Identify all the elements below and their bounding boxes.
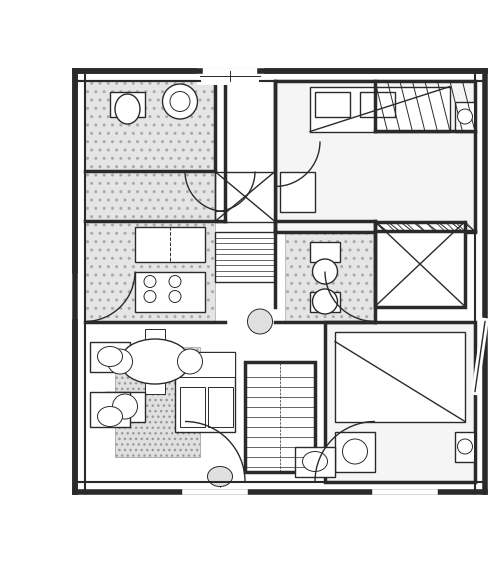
Bar	[215, 172, 275, 221]
Ellipse shape	[208, 467, 233, 486]
Ellipse shape	[115, 94, 140, 124]
Bar	[375, 221, 465, 306]
Bar	[455, 101, 475, 132]
Bar	[145, 329, 165, 344]
Bar	[208, 387, 233, 427]
Bar	[112, 351, 128, 372]
Circle shape	[169, 291, 181, 302]
Bar	[360, 92, 395, 117]
Bar	[90, 391, 130, 427]
Circle shape	[144, 275, 156, 288]
Circle shape	[312, 289, 338, 314]
Bar	[105, 391, 145, 422]
Bar	[325, 321, 475, 481]
Bar	[295, 446, 335, 476]
Bar	[335, 332, 465, 422]
Bar	[115, 346, 200, 457]
Bar	[145, 379, 165, 394]
Bar	[455, 431, 475, 462]
Circle shape	[108, 349, 132, 374]
Circle shape	[112, 394, 138, 419]
Ellipse shape	[98, 346, 122, 367]
Circle shape	[458, 109, 472, 124]
Circle shape	[458, 439, 472, 454]
Bar	[110, 92, 145, 117]
Bar	[135, 226, 205, 261]
Circle shape	[162, 84, 198, 119]
Bar	[310, 87, 450, 132]
Bar	[215, 231, 275, 282]
Bar	[175, 351, 235, 377]
Ellipse shape	[120, 339, 190, 384]
Bar	[375, 221, 465, 306]
Bar	[285, 221, 375, 321]
Bar	[85, 82, 215, 172]
Bar	[315, 92, 350, 117]
Bar	[175, 351, 235, 431]
Circle shape	[170, 92, 190, 111]
Bar	[335, 431, 375, 471]
Ellipse shape	[342, 439, 367, 464]
Bar	[90, 342, 130, 372]
Bar	[85, 172, 215, 321]
Circle shape	[169, 275, 181, 288]
Bar	[280, 172, 315, 212]
Bar	[135, 271, 205, 311]
Bar	[310, 141, 390, 212]
Ellipse shape	[98, 406, 122, 427]
Bar	[310, 242, 340, 261]
Circle shape	[178, 349, 203, 374]
Bar	[182, 351, 198, 372]
Bar	[180, 387, 205, 427]
Bar	[245, 361, 315, 471]
Bar	[310, 292, 340, 311]
Bar	[275, 82, 475, 231]
Circle shape	[144, 291, 156, 302]
Ellipse shape	[302, 452, 328, 471]
Ellipse shape	[312, 259, 338, 284]
Ellipse shape	[248, 309, 272, 334]
